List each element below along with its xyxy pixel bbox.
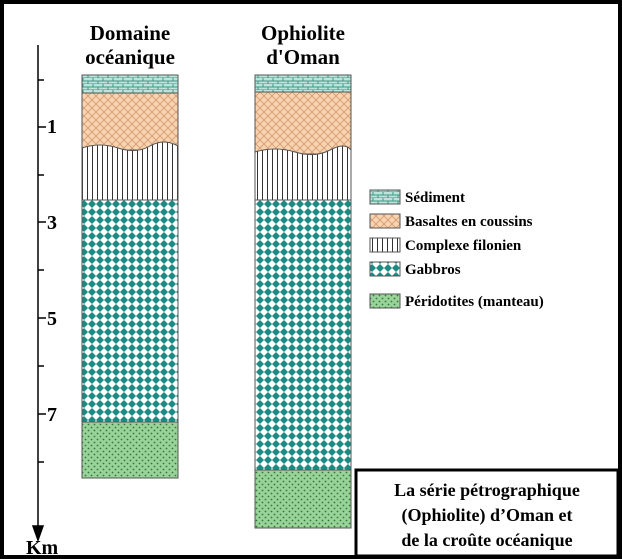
column-title: Domaine bbox=[90, 21, 171, 45]
depth-label: 3 bbox=[47, 212, 57, 234]
caption-line: de la croûte océanique bbox=[401, 530, 572, 550]
legend bbox=[369, 189, 401, 309]
legend-label: Basaltes en coussins bbox=[405, 214, 533, 230]
column-oceanic bbox=[81, 74, 179, 479]
legend-label: Complexe filonien bbox=[405, 238, 522, 254]
column-title: océanique bbox=[85, 45, 175, 69]
caption-line: La série pétrographique bbox=[394, 480, 580, 500]
legend-label: Gabbros bbox=[405, 262, 461, 278]
depth-label: 7 bbox=[47, 404, 57, 426]
column-title: Ophiolite bbox=[261, 21, 345, 45]
legend-label: Sédiment bbox=[405, 190, 465, 206]
depth-axis bbox=[31, 45, 46, 543]
legend-label: Péridotites (manteau) bbox=[405, 294, 544, 310]
depth-label: 5 bbox=[47, 308, 57, 330]
depth-label: 1 bbox=[47, 116, 57, 138]
column-title: d'Oman bbox=[266, 45, 340, 69]
caption-line: (Ophiolite) d’Oman et bbox=[402, 505, 573, 526]
column-oman bbox=[254, 74, 352, 529]
caption-box bbox=[354, 468, 620, 558]
axis-unit: Km bbox=[26, 537, 59, 559]
